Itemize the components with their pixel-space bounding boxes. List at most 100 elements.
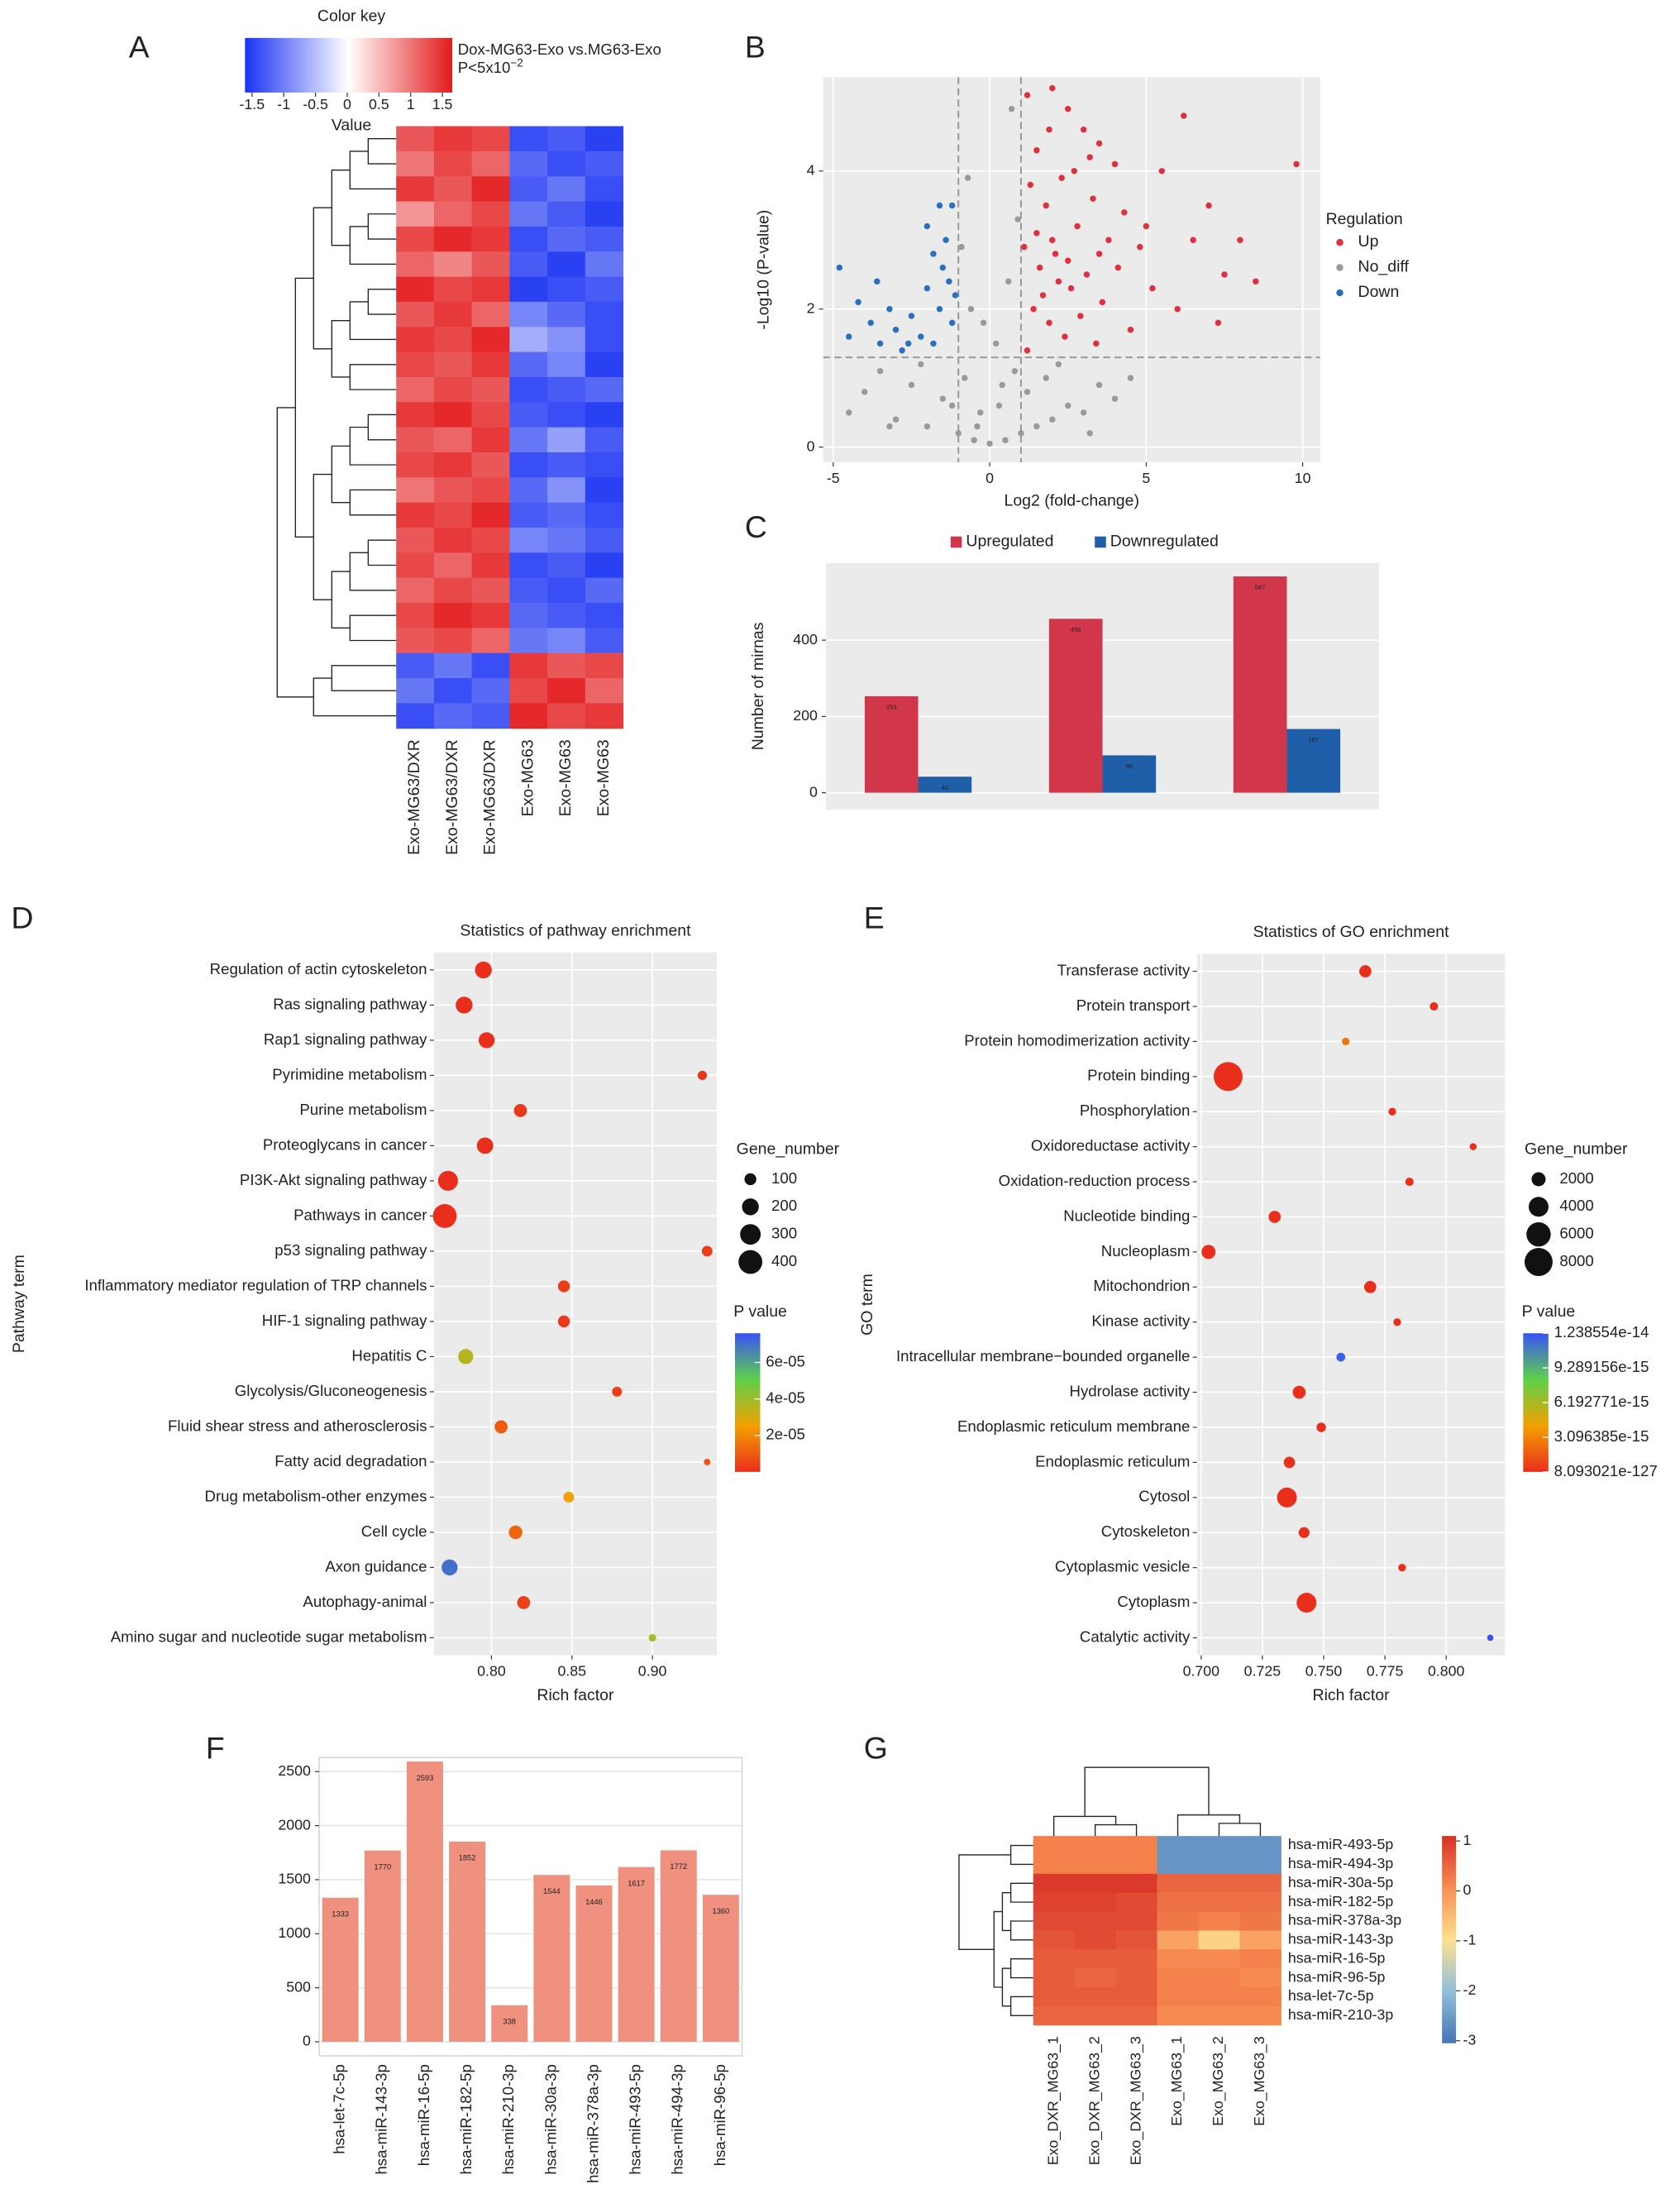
point [1058,174,1065,181]
bubble [1268,1211,1281,1223]
point [1024,389,1031,395]
bubble [1469,1143,1477,1150]
heatmap-cell [585,577,624,604]
heatmap-cell [1157,1987,1200,2007]
heatmap-cell [585,176,624,203]
point [1149,284,1156,292]
heatmap-cell [585,678,624,704]
bubble [1283,1456,1296,1469]
heatmap-cell [1033,1911,1076,1931]
bubble [1342,1037,1350,1046]
heatmap-cell [396,351,435,378]
point [892,416,900,423]
bar-value-label: 1770 [374,1862,391,1871]
color-bar-label: 3.096385e-15 [1554,1427,1649,1445]
point [952,292,959,299]
heatmap-cell [1074,1836,1117,1856]
heatmap-cell [1115,1911,1158,1931]
heatmap-cell [547,703,586,729]
heatmap-cell [471,552,510,579]
heatmap-cell [471,151,510,177]
heatmap-cell [396,327,435,353]
point [995,402,1003,409]
y-tick-label: 0 [809,783,818,800]
heatmap-cell [585,602,624,629]
point [948,202,956,209]
point [1083,271,1091,278]
heatmap-cell [509,552,548,579]
column-label: Exo_MG63_1 [1168,2036,1186,2126]
point [936,305,943,313]
heatmap-cell [1239,1930,1281,1950]
heatmap-cell [585,703,624,729]
x-axis-label: Rich factor [1313,1686,1391,1704]
bar-value-label: 1333 [332,1910,349,1919]
size-legend-marker [738,1250,763,1274]
point [958,243,965,251]
point [1020,243,1028,251]
heatmap-cell [1239,1836,1281,1856]
heatmap-cell [585,552,624,579]
heatmap-cell [433,477,473,504]
point [1036,264,1043,271]
point [861,389,868,395]
point [1055,278,1062,285]
x-tick-label: 10 [1295,470,1311,486]
heatmap-cell [1239,1854,1281,1875]
point [1158,168,1165,174]
color-key-tick-label: 0.5 [369,96,389,112]
point [1033,230,1040,237]
point [1143,222,1150,230]
point [1043,375,1049,381]
bubble [1487,1634,1494,1642]
bubble [1359,965,1372,977]
point [845,333,852,340]
column-label: Exo_DXR_MG63_2 [1086,2036,1103,2165]
bubble [1292,1385,1306,1399]
subtitle-exponent: −2 [510,56,523,69]
heatmap-cell [509,527,548,553]
y-tick-label: 2000 [278,1816,311,1833]
row-label: hsa-miR-16-5p [1288,1949,1386,1966]
bar [918,777,972,793]
heatmap-cell [509,301,548,327]
heatmap-cell [1157,1911,1200,1931]
heatmap-cell [509,126,548,152]
heatmap-cell [1074,1987,1117,2007]
heatmap-cell [1115,1968,1158,1988]
color-key-tick-label: 0 [343,96,351,112]
bubble [1316,1422,1326,1432]
point [943,237,949,243]
heatmap-cell [433,276,473,303]
panel-label: B [745,29,766,64]
y-tick-label: Ras signaling pathway [273,995,427,1012]
point [1127,327,1134,333]
x-tick-label: hsa-miR-96-5p [711,2064,728,2166]
color-key-label: Value [332,117,371,135]
legend-label: Up [1358,232,1379,251]
heatmap-cell [396,201,435,227]
panel-label: C [745,509,767,544]
size-legend-marker [1526,1221,1551,1247]
y-tick-label: Proteoglycans in cancer [263,1135,427,1153]
y-tick-label: Purine metabolism [299,1101,427,1118]
color-bar-label: 0 [1463,1881,1472,1898]
heatmap-cell [433,226,473,252]
heatmap-cell [509,376,548,403]
heatmap-cell [509,201,548,227]
x-tick-label: 0.725 [1244,1663,1281,1680]
point [924,222,931,230]
heatmap-cell [433,327,473,353]
y-tick-label: Cell cycle [361,1522,427,1540]
heatmap-cell [1198,1836,1240,1856]
y-axis-label: GO term [858,1274,876,1336]
x-tick-label: hsa-miR-494-3p [669,2064,686,2174]
heatmap-cell [1198,1854,1240,1875]
y-tick-label: Nucleotide binding [1063,1207,1190,1224]
y-tick-label: Mitochondrion [1093,1277,1190,1294]
heatmap-cell [1115,1854,1158,1875]
heatmap-cell [1033,1854,1076,1875]
heatmap-cell [509,327,548,353]
y-tick-label: Hepatitis C [351,1346,427,1364]
row-label: hsa-miR-96-5p [1288,1968,1386,1985]
